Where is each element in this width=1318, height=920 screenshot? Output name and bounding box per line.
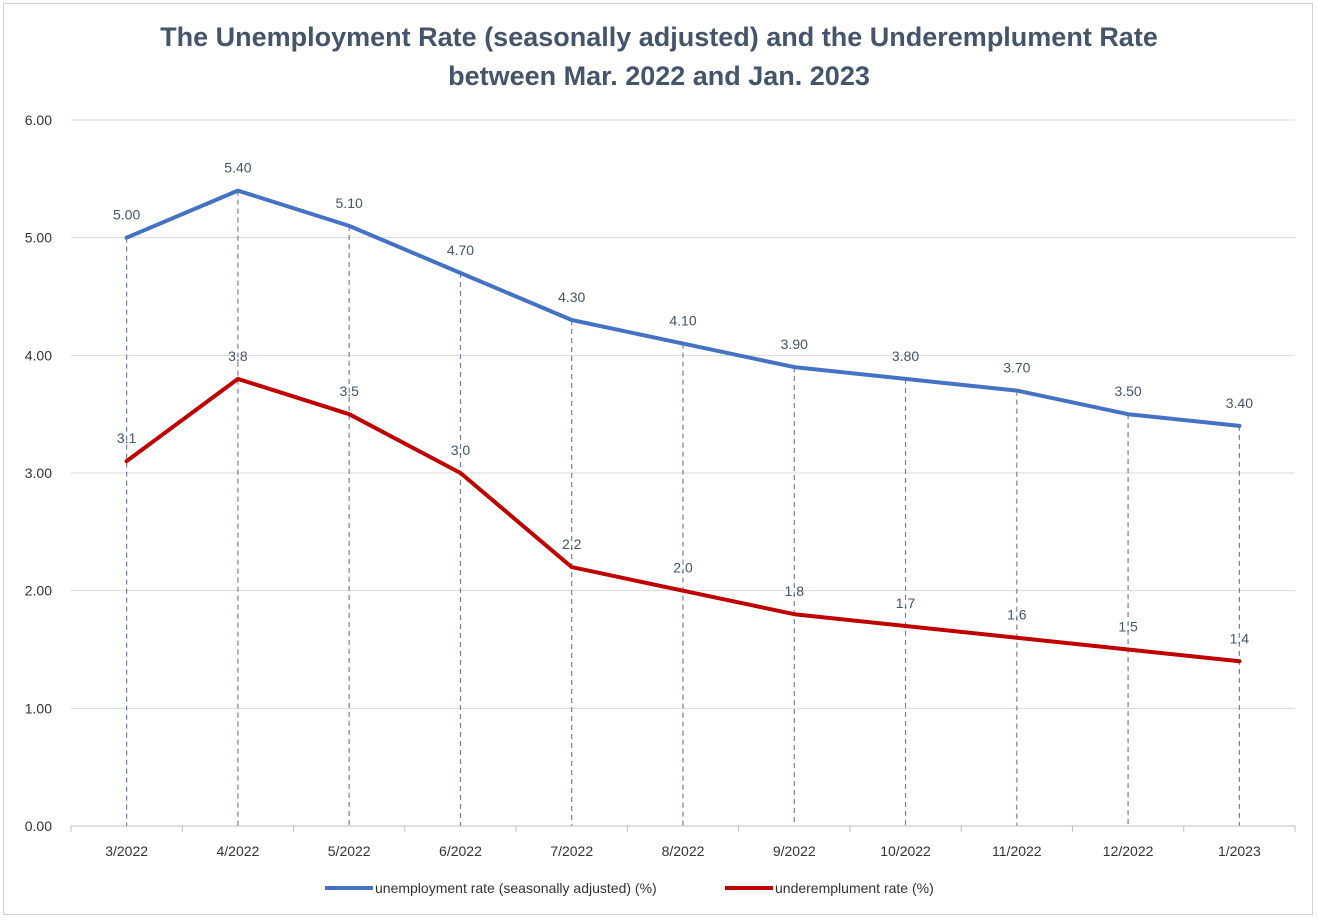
drop-lines: [126, 190, 1240, 826]
data-label: 1.6: [1007, 607, 1027, 623]
x-tick-label: 12/2022: [1103, 843, 1154, 859]
y-tick-label: 3.00: [25, 465, 52, 481]
x-tick-label: 11/2022: [992, 843, 1042, 859]
x-tick-label: 4/2022: [216, 843, 259, 859]
data-label: 3.90: [781, 336, 808, 352]
data-label: 1.8: [785, 583, 805, 599]
data-label: 5.10: [336, 195, 363, 211]
x-tick-label: 6/2022: [439, 843, 482, 859]
chart-title-line-2: between Mar. 2022 and Jan. 2023: [448, 61, 870, 91]
data-label: 2.0: [673, 560, 693, 576]
data-label: 3.0: [451, 442, 471, 458]
data-label: 4.70: [447, 242, 474, 258]
data-label: 2.2: [562, 536, 582, 552]
y-tick-label: 2.00: [25, 583, 52, 599]
y-tick-label: 6.00: [25, 112, 52, 128]
x-tick-label: 8/2022: [662, 843, 705, 859]
data-label: 1.5: [1118, 619, 1138, 635]
data-label: 3.40: [1226, 395, 1253, 411]
x-tick-label: 3/2022: [105, 843, 148, 859]
y-tick-label: 5.00: [25, 230, 52, 246]
data-label: 1.4: [1230, 630, 1250, 646]
x-tick-label: 5/2022: [328, 843, 371, 859]
x-tick-label: 9/2022: [773, 843, 816, 859]
series-group: [124, 188, 1242, 664]
x-tick-label: 1/2023: [1218, 843, 1261, 859]
data-label: 5.40: [224, 160, 251, 176]
x-tick-label: 10/2022: [880, 843, 931, 859]
data-label: 3.8: [228, 348, 248, 364]
axes: 0.00 1.00 2.00 3.00 4.00 5.00 6.00 3/2022 4/2022…: [25, 112, 1296, 859]
data-label: 1.7: [896, 595, 916, 611]
gridlines: [71, 119, 1295, 709]
data-label: 3.1: [117, 430, 137, 446]
data-label: 4.10: [669, 313, 696, 329]
data-labels: 5.00 5.40 5.10 4.70 4.30 4.10 3.90 3.80 3.70 3.50…: [113, 160, 1253, 647]
chart-frame: [3, 3, 1313, 915]
chart-title-line-1: The Unemployment Rate (seasonally adjust…: [160, 22, 1158, 52]
y-tick-label: 1.00: [25, 700, 52, 716]
x-tick-label: 7/2022: [550, 843, 593, 859]
series-line-2: [124, 376, 1242, 664]
data-label: 3.50: [1114, 383, 1141, 399]
data-label: 5.00: [113, 207, 140, 223]
legend-label: underemplument rate (%): [775, 880, 934, 896]
legend-label: unemployment rate (seasonally adjusted) …: [375, 880, 657, 896]
data-label: 3.70: [1003, 360, 1030, 376]
data-label: 4.30: [558, 289, 585, 305]
legend: unemployment rate (seasonally adjusted) …: [325, 880, 934, 896]
y-tick-label: 4.00: [25, 347, 52, 363]
data-label: 3.80: [892, 348, 919, 364]
y-tick-label: 0.00: [25, 818, 52, 834]
data-label: 3.5: [339, 383, 359, 399]
